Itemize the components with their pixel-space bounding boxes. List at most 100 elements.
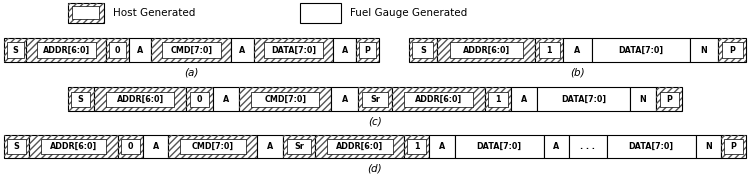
Text: ADDR[6:0]: ADDR[6:0] (463, 46, 510, 55)
Bar (94, 87, 186, 111)
Bar (152, 38, 231, 62)
Text: (c): (c) (368, 116, 382, 126)
Bar (286, 139, 311, 154)
Bar (659, 92, 679, 107)
Text: A: A (341, 95, 348, 104)
Text: S: S (13, 142, 20, 151)
Text: A: A (341, 46, 348, 55)
Bar (404, 135, 430, 158)
Bar (37, 42, 96, 58)
Bar (718, 38, 746, 62)
Text: A: A (521, 95, 527, 104)
Bar (162, 42, 220, 58)
Bar (72, 6, 99, 19)
Text: DATA[7:0]: DATA[7:0] (628, 142, 674, 151)
Bar (430, 135, 454, 158)
Bar (190, 92, 209, 107)
Bar (454, 135, 544, 158)
Bar (568, 135, 607, 158)
Bar (695, 135, 721, 158)
Bar (239, 87, 332, 111)
Bar (537, 87, 630, 111)
Text: 1: 1 (414, 142, 419, 151)
Text: S: S (78, 95, 84, 104)
Bar (71, 92, 91, 107)
Bar (404, 92, 472, 107)
Text: A: A (153, 142, 159, 151)
Bar (511, 87, 537, 111)
Bar (332, 87, 358, 111)
Bar (68, 3, 104, 23)
Text: Fuel Gauge Generated: Fuel Gauge Generated (350, 8, 468, 18)
Bar (4, 38, 26, 62)
Bar (536, 38, 563, 62)
Bar (254, 38, 333, 62)
Bar (169, 135, 257, 158)
Bar (129, 38, 152, 62)
Bar (718, 38, 746, 62)
Text: DATA[7:0]: DATA[7:0] (271, 46, 316, 55)
Text: 1: 1 (495, 95, 500, 104)
Bar (409, 38, 436, 62)
Bar (29, 135, 118, 158)
Text: P: P (730, 142, 736, 151)
Bar (484, 87, 511, 111)
Bar (264, 42, 323, 58)
Bar (724, 139, 743, 154)
Bar (356, 38, 379, 62)
Text: A: A (553, 142, 560, 151)
Bar (316, 135, 404, 158)
Bar (121, 139, 140, 154)
Text: CMD[7:0]: CMD[7:0] (264, 95, 306, 104)
Bar (143, 135, 169, 158)
Bar (26, 38, 106, 62)
Bar (118, 135, 143, 158)
Bar (488, 92, 508, 107)
Text: ADDR[6:0]: ADDR[6:0] (336, 142, 383, 151)
Text: ADDR[6:0]: ADDR[6:0] (116, 95, 164, 104)
Bar (316, 135, 404, 158)
Text: Sr: Sr (370, 95, 380, 104)
Bar (409, 38, 436, 62)
Bar (300, 3, 341, 23)
Text: CMD[7:0]: CMD[7:0] (192, 142, 234, 151)
Text: 0: 0 (128, 142, 134, 151)
Text: DATA[7:0]: DATA[7:0] (618, 46, 663, 55)
Text: N: N (640, 95, 646, 104)
Bar (359, 42, 376, 58)
Text: S: S (420, 46, 426, 55)
Bar (106, 92, 174, 107)
Bar (362, 92, 388, 107)
Text: A: A (223, 95, 229, 104)
Bar (392, 87, 484, 111)
Bar (180, 139, 246, 154)
Bar (4, 135, 29, 158)
Bar (152, 38, 231, 62)
Bar (186, 87, 213, 111)
Bar (413, 42, 434, 58)
Text: A: A (574, 46, 580, 55)
Bar (29, 135, 118, 158)
Bar (436, 38, 536, 62)
Text: . . .: . . . (580, 142, 596, 151)
Bar (536, 38, 563, 62)
Bar (327, 139, 392, 154)
Bar (407, 139, 426, 154)
Bar (26, 38, 106, 62)
Bar (7, 139, 26, 154)
Bar (106, 38, 129, 62)
Bar (484, 87, 511, 111)
Bar (254, 38, 333, 62)
Text: P: P (729, 46, 735, 55)
Text: CMD[7:0]: CMD[7:0] (170, 46, 212, 55)
Text: P: P (364, 46, 370, 55)
Bar (283, 135, 316, 158)
Bar (592, 38, 690, 62)
Bar (169, 135, 257, 158)
Text: A: A (439, 142, 446, 151)
Bar (356, 38, 379, 62)
Bar (544, 135, 568, 158)
Text: ADDR[6:0]: ADDR[6:0] (50, 142, 97, 151)
Text: ADDR[6:0]: ADDR[6:0] (415, 95, 462, 104)
Text: A: A (239, 46, 245, 55)
